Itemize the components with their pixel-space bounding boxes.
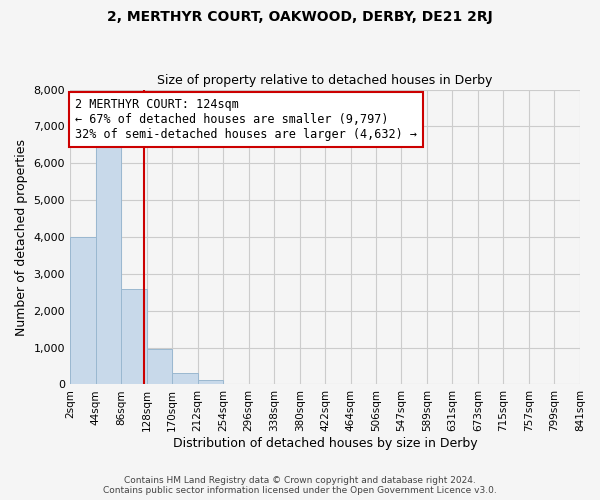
Title: Size of property relative to detached houses in Derby: Size of property relative to detached ho… <box>157 74 493 87</box>
Y-axis label: Number of detached properties: Number of detached properties <box>15 138 28 336</box>
Text: 2 MERTHYR COURT: 124sqm
← 67% of detached houses are smaller (9,797)
32% of semi: 2 MERTHYR COURT: 124sqm ← 67% of detache… <box>75 98 417 142</box>
X-axis label: Distribution of detached houses by size in Derby: Distribution of detached houses by size … <box>173 437 478 450</box>
Text: 2, MERTHYR COURT, OAKWOOD, DERBY, DE21 2RJ: 2, MERTHYR COURT, OAKWOOD, DERBY, DE21 2… <box>107 10 493 24</box>
Bar <box>95 141 121 384</box>
Bar <box>70 237 95 384</box>
Text: Contains HM Land Registry data © Crown copyright and database right 2024.
Contai: Contains HM Land Registry data © Crown c… <box>103 476 497 495</box>
Bar <box>172 372 197 384</box>
Bar <box>121 288 146 384</box>
Bar <box>146 349 172 384</box>
Bar <box>197 380 223 384</box>
